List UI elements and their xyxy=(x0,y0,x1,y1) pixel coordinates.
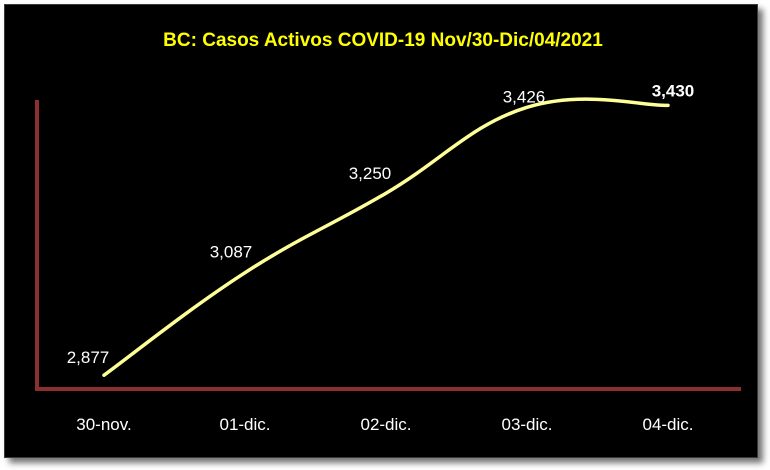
series-group xyxy=(102,97,670,377)
data-label: 3,426 xyxy=(503,87,546,106)
data-label: 3,250 xyxy=(349,164,392,183)
data-label: 3,430 xyxy=(652,81,695,100)
x-tick-label: 30-nov. xyxy=(76,415,131,434)
chart-frame: BC: Casos Activos COVID-19 Nov/30-Dic/04… xyxy=(4,4,758,458)
x-tick-label: 01-dic. xyxy=(219,415,270,434)
chart-title: BC: Casos Activos COVID-19 Nov/30-Dic/04… xyxy=(163,30,603,51)
x-tick-label: 02-dic. xyxy=(360,415,411,434)
data-labels: 2,877 3,087 3,250 3,426 3,430 xyxy=(67,81,695,367)
series-line xyxy=(102,97,670,377)
data-label: 3,087 xyxy=(210,243,253,262)
chart-canvas: BC: Casos Activos COVID-19 Nov/30-Dic/04… xyxy=(35,30,741,434)
x-tick-labels: 30-nov. 01-dic. 02-dic. 03-dic. 04-dic. xyxy=(76,415,693,434)
x-tick-label: 04-dic. xyxy=(642,415,693,434)
data-label: 2,877 xyxy=(67,348,110,367)
x-tick-label: 03-dic. xyxy=(501,415,552,434)
